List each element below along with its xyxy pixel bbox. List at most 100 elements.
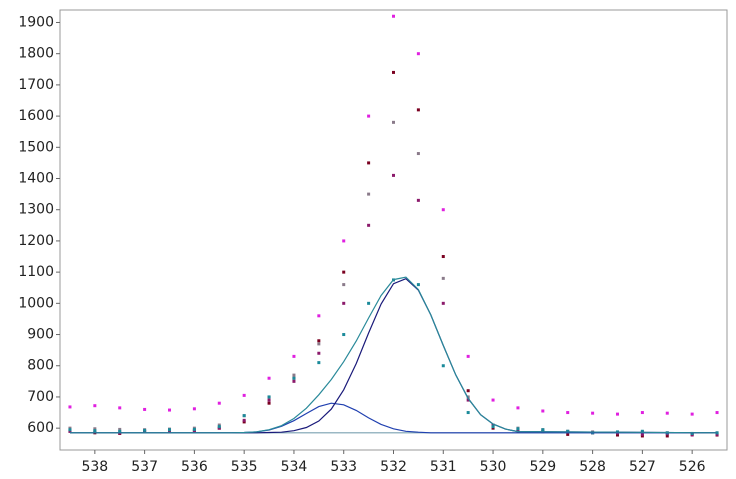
- data-point: [367, 223, 371, 227]
- data-point: [640, 429, 644, 433]
- data-point: [441, 301, 445, 305]
- data-point: [267, 395, 271, 399]
- data-point: [93, 427, 97, 431]
- y-tick-label: 1300: [18, 202, 54, 218]
- x-tick-label: 538: [81, 459, 108, 475]
- data-point: [690, 433, 694, 437]
- y-tick-label: 900: [27, 327, 54, 343]
- data-point: [466, 398, 470, 402]
- data-point: [118, 406, 122, 410]
- data-point: [541, 409, 545, 413]
- data-point: [640, 411, 644, 415]
- data-point: [143, 428, 147, 432]
- data-point: [441, 255, 445, 259]
- y-tick-label: 1100: [18, 264, 54, 280]
- data-point: [292, 376, 296, 380]
- data-point: [192, 429, 196, 433]
- y-tick-label: 1700: [18, 77, 54, 93]
- data-point: [466, 354, 470, 358]
- data-point: [68, 429, 72, 433]
- data-point: [242, 418, 246, 422]
- data-point: [93, 404, 97, 408]
- data-point: [317, 361, 321, 365]
- x-tick-label: 531: [430, 459, 457, 475]
- data-point: [665, 411, 669, 415]
- data-point: [441, 364, 445, 368]
- data-point: [466, 411, 470, 415]
- data-point: [441, 208, 445, 212]
- data-point: [392, 14, 395, 18]
- data-point: [715, 431, 719, 435]
- data-point: [715, 411, 719, 415]
- data-point: [292, 354, 296, 358]
- y-tick-label: 1500: [18, 139, 54, 155]
- data-point: [640, 432, 644, 436]
- data-point: [192, 427, 196, 431]
- data-point: [566, 432, 570, 436]
- data-point: [491, 425, 495, 429]
- x-tick-label: 534: [281, 459, 308, 475]
- data-point: [118, 429, 122, 433]
- y-tick-label: 1600: [18, 108, 54, 124]
- data-point: [217, 401, 221, 405]
- data-point: [267, 398, 271, 402]
- y-tick-label: 600: [27, 420, 54, 436]
- data-point: [690, 431, 694, 435]
- data-point: [292, 379, 296, 383]
- data-point: [416, 198, 420, 202]
- x-tick-label: 529: [529, 459, 556, 475]
- y-tick-label: 800: [27, 358, 54, 374]
- x-tick-label: 535: [231, 459, 258, 475]
- y-tick-label: 700: [27, 389, 54, 405]
- data-point: [292, 373, 296, 377]
- data-point: [715, 432, 719, 436]
- data-point: [367, 114, 371, 118]
- plot-area: [59, 9, 728, 451]
- data-point: [217, 423, 221, 427]
- y-tick-label: 1400: [18, 171, 54, 187]
- x-tick-label: 530: [480, 459, 507, 475]
- data-point: [392, 70, 395, 74]
- data-point: [491, 398, 495, 402]
- data-point: [640, 434, 644, 438]
- data-point: [317, 351, 321, 355]
- x-tick-label: 528: [579, 459, 606, 475]
- data-point: [68, 428, 72, 432]
- y-tick-label: 1900: [18, 14, 54, 30]
- x-tick-label: 526: [679, 459, 706, 475]
- data-point: [690, 412, 694, 416]
- data-point: [118, 427, 122, 431]
- data-point: [217, 426, 221, 430]
- data-point: [566, 411, 570, 415]
- data-point: [466, 389, 470, 393]
- data-point: [516, 406, 520, 410]
- data-point: [317, 339, 321, 343]
- x-tick-label: 533: [330, 459, 357, 475]
- data-point: [416, 283, 420, 287]
- data-point: [342, 333, 346, 337]
- data-point: [68, 426, 72, 430]
- data-point: [168, 430, 172, 434]
- data-point: [93, 429, 97, 433]
- x-tick-label: 527: [629, 459, 656, 475]
- data-point: [242, 420, 246, 424]
- data-point: [541, 428, 545, 432]
- data-point: [392, 120, 395, 124]
- data-point: [416, 108, 420, 112]
- data-point: [491, 423, 495, 427]
- data-point: [242, 393, 246, 397]
- data-point: [367, 192, 371, 196]
- y-tick-label: 1000: [18, 295, 54, 311]
- data-point: [342, 239, 346, 243]
- data-point: [217, 425, 221, 429]
- data-point: [192, 407, 196, 411]
- data-point: [267, 401, 271, 405]
- data-point: [416, 152, 420, 156]
- data-point: [416, 52, 420, 56]
- data-point: [317, 314, 321, 318]
- data-point: [168, 408, 172, 412]
- x-tick-label: 536: [181, 459, 208, 475]
- data-point: [591, 411, 595, 415]
- y-tick-label: 1800: [18, 46, 54, 62]
